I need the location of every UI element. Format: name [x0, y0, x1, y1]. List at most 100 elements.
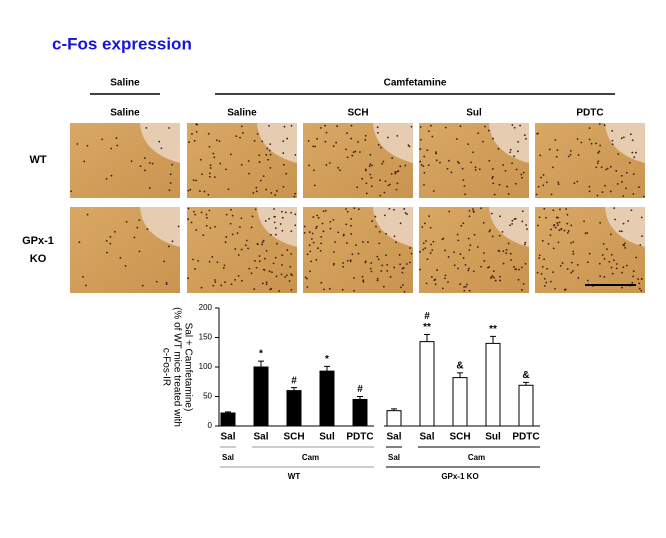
cell-dot [604, 184, 606, 187]
cell-dot [106, 251, 108, 254]
cell-dot [635, 256, 638, 259]
cell-dot [461, 167, 464, 170]
cell-dot [498, 234, 501, 237]
cell-dot [192, 258, 194, 261]
cell-dot [83, 160, 86, 163]
cell-dot [472, 151, 474, 154]
cell-dot [518, 268, 520, 271]
cell-dot [290, 211, 293, 214]
cell-dot [407, 144, 410, 147]
cell-dot [231, 214, 234, 217]
cell-dot [336, 125, 339, 127]
cell-dot [316, 225, 318, 228]
cell-dot [404, 164, 407, 167]
cell-dot [342, 234, 345, 237]
cell-dot [213, 176, 216, 179]
cell-dot [632, 270, 635, 273]
cell-dot [423, 222, 426, 225]
y-axis-label: (% of WT mice treated with [171, 307, 182, 427]
cell-dot [215, 139, 218, 142]
cell-dot [332, 251, 335, 253]
cell-dot [614, 218, 616, 221]
cell-dot [523, 134, 526, 137]
x-tick-label: Sal [386, 432, 401, 443]
cell-dot [491, 275, 494, 277]
cell-dot [369, 173, 372, 176]
cell-dot [559, 264, 562, 267]
cell-dot [355, 244, 357, 247]
cell-dot [548, 148, 551, 151]
bar [220, 412, 236, 427]
cell-dot [86, 213, 89, 216]
cell-dot [441, 287, 444, 290]
cell-dot [487, 266, 489, 269]
cell-dot [523, 243, 526, 246]
cell-dot [286, 137, 289, 140]
cell-dot [281, 216, 284, 219]
cell-dot [463, 185, 466, 187]
cell-dot [250, 272, 253, 275]
cell-dot [577, 276, 580, 279]
group-label: Cam [468, 453, 485, 462]
cell-dot [193, 210, 195, 213]
cell-dot [640, 289, 643, 292]
cell-dot [635, 151, 637, 154]
cell-dot [324, 209, 327, 212]
cell-dot [357, 208, 360, 211]
significance-label: ** [489, 324, 497, 335]
cell-dot [268, 270, 271, 273]
cell-dot [379, 179, 381, 182]
cell-dot [332, 145, 335, 148]
cell-dot [419, 126, 422, 128]
cell-dot [371, 164, 373, 167]
cell-dot [586, 261, 589, 264]
cell-dot [599, 275, 602, 278]
cell-dot [258, 255, 261, 257]
cell-dot [622, 266, 625, 269]
cell-dot [513, 126, 516, 129]
cell-dot [247, 160, 250, 162]
cell-dot [622, 243, 625, 246]
significance-label: & [456, 361, 463, 372]
cell-dot [621, 271, 623, 274]
cell-dot [316, 214, 319, 217]
cell-dot [207, 193, 210, 196]
y-tick-label: 0 [208, 421, 213, 430]
cell-dot [105, 239, 108, 242]
figure-title: c-Fos expression [52, 34, 192, 53]
cell-dot [306, 286, 309, 288]
cell-dot [265, 250, 268, 252]
cell-dot [353, 277, 355, 279]
cell-dot [270, 192, 273, 194]
cell-dot [396, 182, 399, 185]
cell-dot [350, 124, 353, 127]
cell-dot [425, 282, 428, 285]
cell-dot [251, 215, 254, 218]
cell-dot [258, 154, 261, 157]
cell-dot [346, 210, 349, 213]
cell-dot [203, 190, 206, 193]
cell-dot [620, 174, 623, 177]
cell-dot [208, 175, 211, 178]
cell-dot [444, 274, 447, 277]
cell-dot [265, 188, 268, 191]
cell-dot [321, 222, 324, 225]
cell-dot [351, 154, 354, 157]
cell-dot [352, 151, 355, 154]
cell-dot [610, 253, 613, 256]
cell-dot [365, 182, 368, 185]
cell-dot [374, 215, 377, 218]
cell-dot [197, 259, 199, 262]
cell-dot [539, 154, 542, 157]
cell-dot [169, 173, 172, 176]
y-axis-label: c-Fos-IR [160, 348, 171, 386]
cell-dot [423, 184, 425, 186]
cell-dot [422, 242, 425, 245]
cell-dot [200, 286, 203, 289]
cell-dot [312, 216, 315, 218]
cell-dot [429, 252, 432, 254]
cell-dot [609, 233, 612, 236]
cell-dot [144, 169, 146, 172]
cell-dot [229, 222, 232, 225]
cell-dot [290, 124, 293, 127]
